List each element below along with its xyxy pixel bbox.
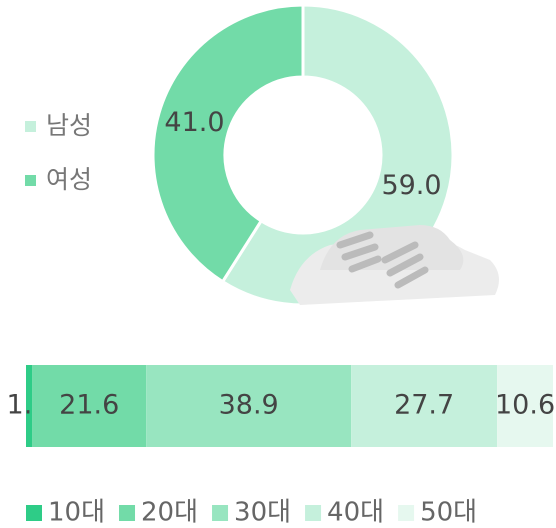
data-label: 38.9 [219,390,279,421]
legend-swatch [25,121,36,132]
donut-slice [151,3,305,284]
data-label: 59.0 [381,170,441,201]
bar-segment [26,365,33,447]
bar-segment [146,365,352,447]
data-label: 41.0 [164,107,224,138]
shoe-illustration [290,225,499,305]
legend-swatch [398,505,415,521]
legend-swatch [119,505,136,521]
legend-swatch [305,505,322,521]
legend-swatch [25,175,36,186]
data-label: 10.6 [495,390,555,421]
legend-label: 50대 [420,498,477,528]
legend-swatch [26,505,42,521]
legend-label: 20대 [141,498,198,528]
legend-label: 여성 [46,165,92,194]
legend-label: 30대 [234,498,291,528]
data-label: 21.6 [59,390,119,421]
data-label: 27.7 [394,390,454,421]
legend-swatch [212,505,229,521]
legend-label: 10대 [48,498,105,528]
legend-label: 40대 [327,498,384,528]
legend-label: 남성 [46,111,92,140]
bar-segment [497,365,553,447]
bar-segment [351,365,498,447]
bar-segment [32,365,147,447]
